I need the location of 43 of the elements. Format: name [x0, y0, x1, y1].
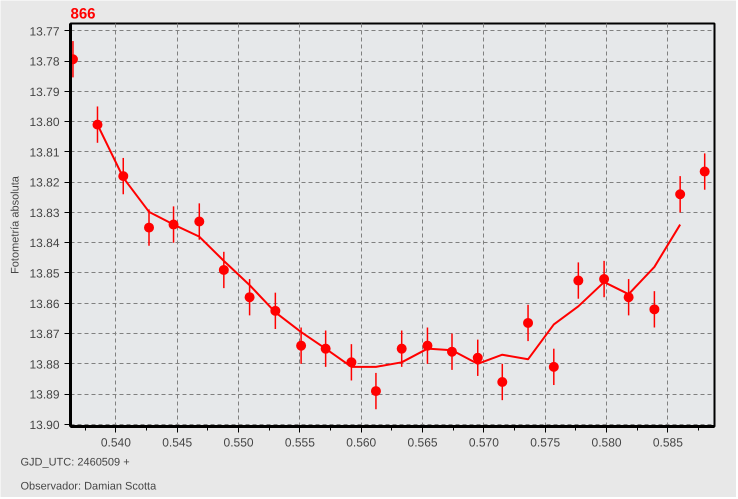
y-tick-label: 13.78: [29, 54, 60, 69]
x-tick-label: 0.550: [224, 436, 254, 450]
x-tick-label: 0.545: [162, 436, 193, 450]
point: [573, 276, 584, 286]
point: [649, 304, 660, 314]
y-tick-label: 13.84: [29, 236, 60, 250]
point: [675, 189, 686, 200]
x-tick-label: 0.570: [468, 436, 500, 450]
point: [244, 292, 255, 302]
point: [523, 318, 534, 328]
y-tick-label: 13.82: [29, 176, 60, 190]
point: [396, 344, 407, 354]
y-axis-title: Fotometría absoluta: [9, 175, 22, 274]
y-tick-label: 13.77: [29, 24, 60, 38]
x-tick-label: 0.560: [346, 436, 377, 450]
point: [548, 362, 559, 372]
x-tick-label: 0.540: [100, 436, 132, 450]
y-tick-label: 13.85: [29, 266, 60, 280]
x-tick-label: 0.555: [284, 436, 316, 450]
x-tick-label: 0.565: [408, 436, 438, 450]
point: [472, 352, 483, 363]
x-tick-label: 0.575: [530, 436, 561, 450]
point: [194, 216, 204, 227]
y-tick-label: 13.88: [29, 357, 60, 372]
y-tick-label: 13.90: [29, 418, 60, 432]
text: Observador: Damian Scotta: [20, 480, 158, 492]
chart-title: 866: [70, 6, 96, 22]
y-tick-label: 13.80: [29, 115, 60, 130]
y-tick-label: 13.89: [29, 388, 60, 402]
y-tick-label: 13.81: [29, 145, 60, 160]
y-tick-label: 13.83: [29, 206, 60, 220]
point: [296, 340, 306, 351]
point: [144, 222, 154, 233]
point: [700, 166, 710, 177]
x-tick-label: 0.585: [652, 436, 684, 450]
y-tick-label: 13.87: [29, 327, 60, 342]
point: [497, 377, 508, 387]
point: [218, 264, 229, 275]
text: GJD_UTC: 2460509 +: [20, 456, 130, 468]
y-tick-label: 13.86: [29, 296, 60, 311]
x-tick-label: 0.580: [592, 436, 622, 450]
y-tick-label: 13.79: [29, 84, 60, 99]
point: [370, 386, 381, 396]
